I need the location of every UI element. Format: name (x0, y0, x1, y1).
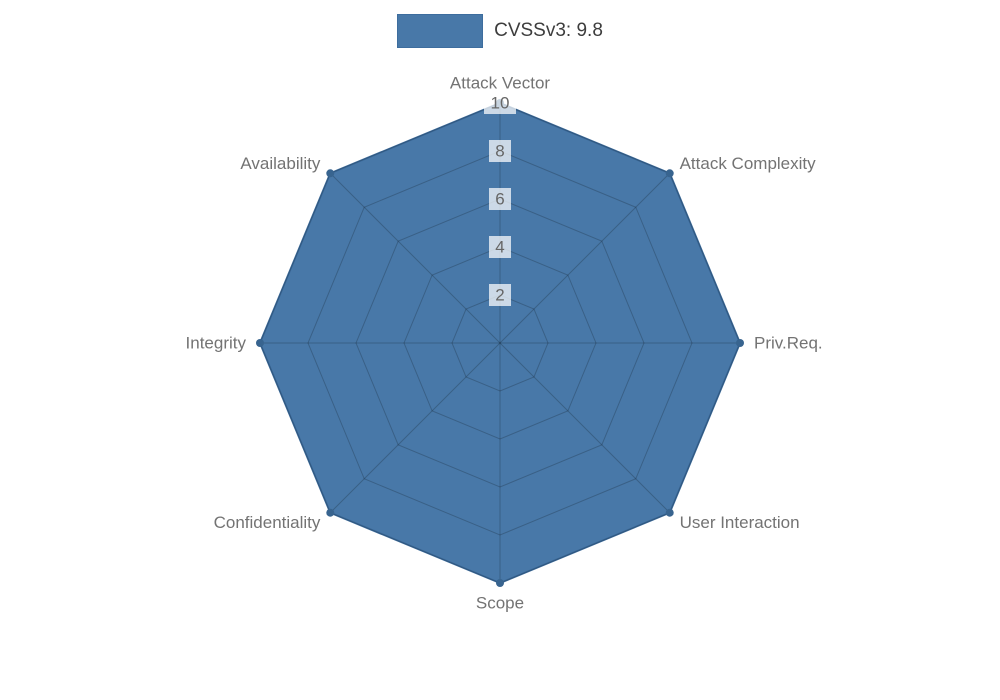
data-point (256, 339, 264, 347)
tick-backdrop (489, 236, 511, 258)
axis-label-availability: Availability (240, 154, 321, 173)
tick-backdrop (484, 92, 516, 114)
data-point (496, 579, 504, 587)
axis-label-attack-vector: Attack Vector (450, 74, 550, 93)
axis-label-user-interaction: User Interaction (680, 513, 800, 532)
axis-label-priv-req: Priv.Req. (754, 334, 823, 353)
axis-label-integrity: Integrity (186, 334, 247, 353)
data-point (736, 339, 744, 347)
legend-swatch[interactable] (397, 14, 484, 48)
axis-spoke (329, 172, 501, 344)
tick-label: 10 (491, 94, 510, 113)
axis-spoke (499, 172, 671, 344)
tick-backdrop (489, 188, 511, 210)
grid-ring (403, 246, 597, 440)
axis-spoke (499, 342, 671, 514)
tick-backdrop (489, 284, 511, 306)
tick-label: 4 (495, 238, 504, 257)
legend-label[interactable]: CVSSv3: 9.8 (494, 20, 603, 41)
axis-label-attack-complexity: Attack Complexity (680, 154, 817, 173)
legend: CVSSv3: 9.8 (0, 14, 1000, 48)
axis-label-scope: Scope (476, 594, 524, 613)
data-point (326, 169, 335, 178)
data-point (665, 508, 674, 517)
tick-label: 6 (495, 190, 504, 209)
grid-ring (355, 198, 645, 488)
axis-label-confidentiality: Confidentiality (214, 513, 321, 532)
grid-ring (451, 294, 549, 392)
tick-backdrop (489, 140, 511, 162)
data-point (665, 169, 674, 178)
tick-label: 2 (495, 286, 504, 305)
axis-spoke (329, 342, 501, 514)
data-point (326, 508, 335, 517)
grid-ring (307, 150, 693, 536)
tick-label: 8 (495, 142, 504, 161)
